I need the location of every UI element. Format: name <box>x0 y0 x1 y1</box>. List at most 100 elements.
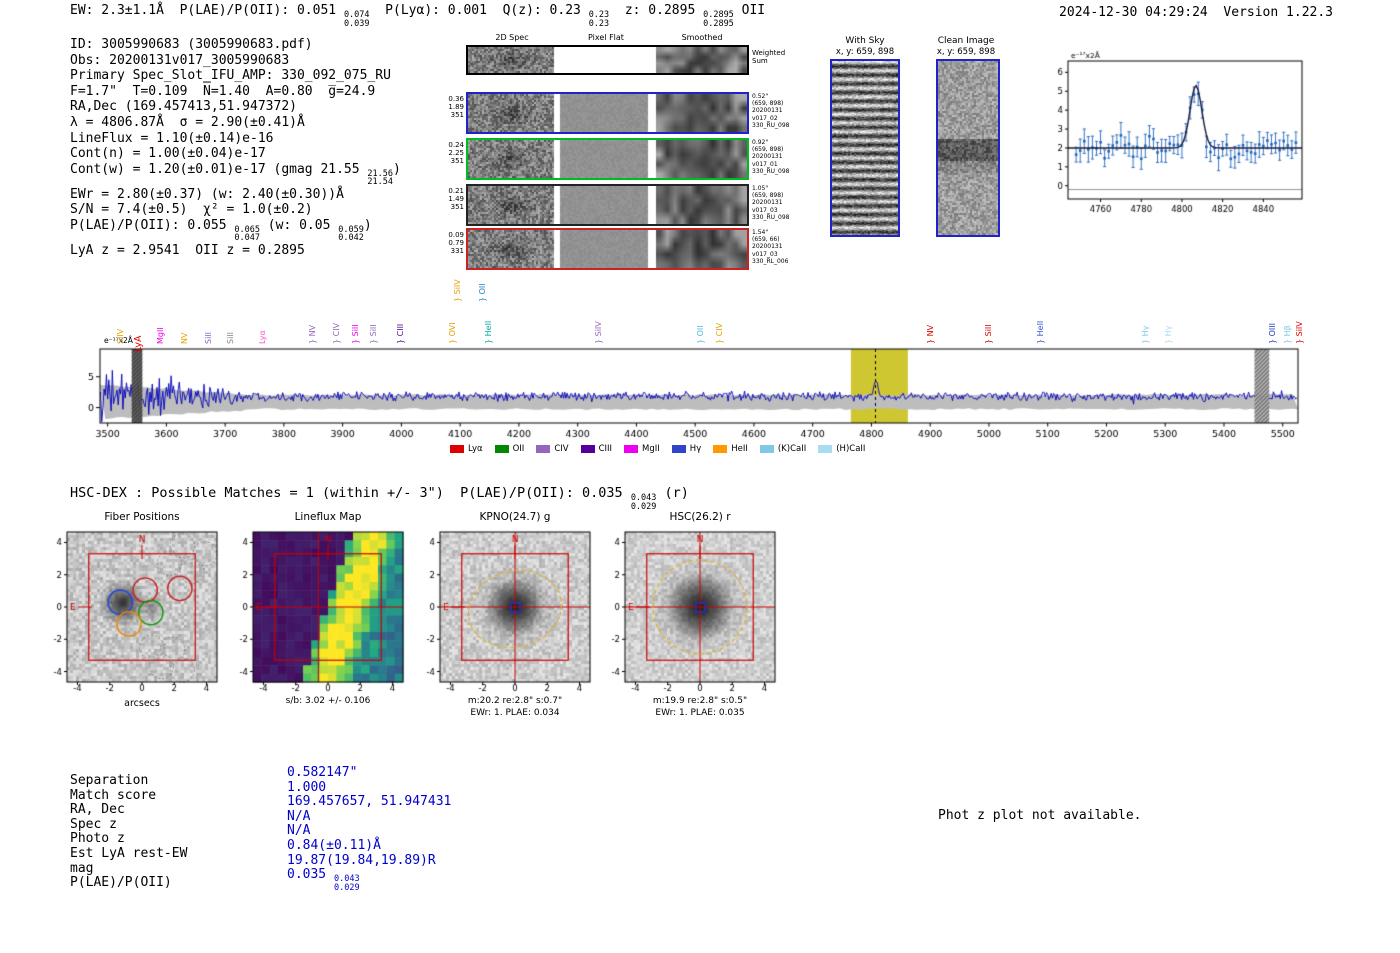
info-line: Primary Spec_Slot_IFU_AMP: 330_092_075_R… <box>70 68 401 84</box>
info-line: S/N = 7.4(±0.5) χ² = 1.0(±0.2) <box>70 202 401 218</box>
emission-line-label: } SiIV <box>453 279 463 302</box>
emission-line-label: } HeII <box>484 320 494 344</box>
spacer <box>1208 5 1224 20</box>
fiber-positions-canvas <box>41 526 223 708</box>
info-line: LineFlux = 1.10(±0.14)e-16 <box>70 131 401 147</box>
emission-line-label: } Hγ <box>1141 325 1151 344</box>
weighted-sum-label: Weighted Sum <box>752 49 786 65</box>
phot-z-note: Phot z plot not available. <box>938 808 1142 823</box>
stacked-uncertainty: 0.065 0.047 <box>234 224 260 244</box>
info-line: EWr = 2.80(±0.37) (w: 2.40(±0.30))Å <box>70 187 401 203</box>
emission-line-label: Lyα <box>258 330 268 344</box>
legend-label: Lyα <box>468 444 483 454</box>
legend-label: CIII <box>598 444 613 454</box>
twod-row-annotation: 0.92" (659, 898) 20200131 v017_01 330_RU_098 <box>752 139 790 175</box>
kpno-g-cutout-canvas <box>414 526 596 708</box>
text-segment: EWr = 2.80(±0.37) (w: 2.40(±0.30))Å <box>70 186 344 202</box>
stacked-uncertainty: 0.043 0.029 <box>333 874 360 893</box>
emission-line-label: } OIII <box>1268 322 1278 344</box>
legend-item: CIII <box>580 444 613 454</box>
twod-spec-row <box>466 228 749 270</box>
twod-spec-row-canvas <box>468 230 747 268</box>
stacked-uncertainty: 21.56 21.54 <box>367 168 394 188</box>
text-segment: P(Lyα): 0.001 Q(z): 0.23 <box>369 3 589 18</box>
spectrum-ylabel: e⁻¹⁷x2Å <box>104 336 133 345</box>
kpno-caption-2: EWr: 1. PLAE: 0.034 <box>470 708 560 718</box>
with-sky-canvas <box>830 59 900 237</box>
emission-line-label: NV <box>180 332 190 344</box>
line-fit-plot-canvas <box>1038 47 1310 225</box>
timestamp: 2024-12-30 04:29:24 <box>1059 5 1208 20</box>
text-segment: 169.457657, 51.947431 <box>287 794 452 810</box>
emission-line-label: } NV <box>308 324 318 344</box>
legend-label: OII <box>512 444 525 454</box>
stacked-uncertainty: 0.059 0.042 <box>338 224 364 244</box>
twod-spec-row-canvas <box>468 186 747 224</box>
text-segment: LineFlux = 1.10(±0.14)e-16 <box>70 130 274 146</box>
text-segment: (w: 0.05 <box>259 217 339 233</box>
text-segment: 0.035 <box>287 867 334 883</box>
match-row-value: 0.035 0.043 0.029 <box>287 867 451 893</box>
emission-line-label: } Hγ <box>1164 325 1174 344</box>
text-segment: S/N = 7.4(±0.5) χ² = 1.0(±0.2) <box>70 202 313 218</box>
twod-spec-row <box>466 184 749 226</box>
stacked-uncertainty: 0.043 0.029 <box>630 493 657 512</box>
summary-header: EW: 2.3±1.1Å P(LAE)/P(OII): 0.051 0.074 0… <box>70 3 765 28</box>
text-segment: N/A <box>287 808 311 824</box>
match-row-label: RA, Dec <box>70 802 125 818</box>
stacked-uncertainty: 0.2895 0.2895 <box>703 10 734 29</box>
legend-color-swatch <box>671 445 686 453</box>
match-row-label: Est LyA rest-EW <box>70 845 188 861</box>
legend-item: Hγ <box>671 444 702 454</box>
text-segment: OII <box>733 3 766 18</box>
emission-line-label: } SiIV <box>1295 321 1305 344</box>
emission-line-label: } SiII <box>350 324 360 344</box>
emission-line-label: } OVI <box>447 322 457 344</box>
twod-row-left-stats: 0.24 2.25 351 <box>448 141 464 165</box>
lineflux-map-canvas <box>227 526 409 708</box>
with-sky-title: With Sky <box>845 36 885 46</box>
text-segment: P(LAE)/P(OII): 0.055 <box>70 217 235 233</box>
info-line: λ = 4806.87Å σ = 2.90(±0.41)Å <box>70 115 401 131</box>
match-row-value: 169.457657, 51.947431 <box>287 794 452 810</box>
emission-line-label: LyA <box>133 335 144 352</box>
text-segment: HSC-DEX : Possible Matches = 1 (within +… <box>70 485 631 501</box>
text-segment: 1.000 <box>287 779 327 795</box>
match-row-value: 0.84(±0.11)Å <box>287 838 451 854</box>
emission-line-label: } HeII <box>1036 320 1046 344</box>
cutout-title-hsc-r: HSC(26.2) r <box>669 511 731 523</box>
text-segment: λ = 4806.87Å σ = 2.90(±0.41)Å <box>70 114 305 130</box>
text-segment: RA,Dec (169.457413,51.947372) <box>70 99 297 115</box>
cutout-title-fiber-positions: Fiber Positions <box>104 511 180 523</box>
legend-item: OII <box>494 444 525 454</box>
emission-line-label: } SiIV <box>594 321 604 344</box>
text-segment: z: 0.2895 <box>609 3 704 18</box>
text-segment: 0.582147" <box>287 765 358 780</box>
legend-color-swatch <box>450 445 464 453</box>
emission-line-label: } CIV <box>332 322 342 344</box>
twod-row-annotation: 1.54" (659, 66) 20200131 v017_03 330_RL_006 <box>752 229 789 265</box>
main-spectrum-canvas <box>85 343 1310 445</box>
col-header-pixel-flat: Pixel Flat <box>588 33 624 42</box>
legend-label: Hγ <box>689 444 702 454</box>
match-row-value: 0.582147" <box>287 765 451 781</box>
clean-image-coords: x, y: 659, 898 <box>936 47 996 57</box>
match-table-values: 0.582147" 1.000 169.457657, 51.947431 N/A N/… <box>287 765 452 893</box>
clean-image-canvas <box>936 59 1000 237</box>
match-row-label: Photo z <box>70 831 125 847</box>
twod-row-left-stats: 0.36 1.89 351 <box>448 95 464 119</box>
legend-item: HeII <box>713 444 748 454</box>
legend-label: HeII <box>731 444 748 454</box>
emission-line-label: SiIV <box>115 328 125 344</box>
emission-line-label: MgII <box>155 327 165 344</box>
legend-label: (K)CaII <box>777 444 807 454</box>
emission-line-label: } SiII <box>983 324 993 344</box>
text-segment: Cont(n) = 1.00(±0.04)e-17 <box>70 146 266 162</box>
match-row-value: 19.87(19.84,19.89)R <box>287 853 451 869</box>
clean-image-title: Clean Image <box>937 36 995 46</box>
info-line: ID: 3005990683 (3005990683.pdf) <box>70 37 401 53</box>
twod-spec-row-canvas <box>468 94 747 132</box>
legend-color-swatch <box>713 445 728 453</box>
twod-spec-row-canvas <box>468 140 747 178</box>
